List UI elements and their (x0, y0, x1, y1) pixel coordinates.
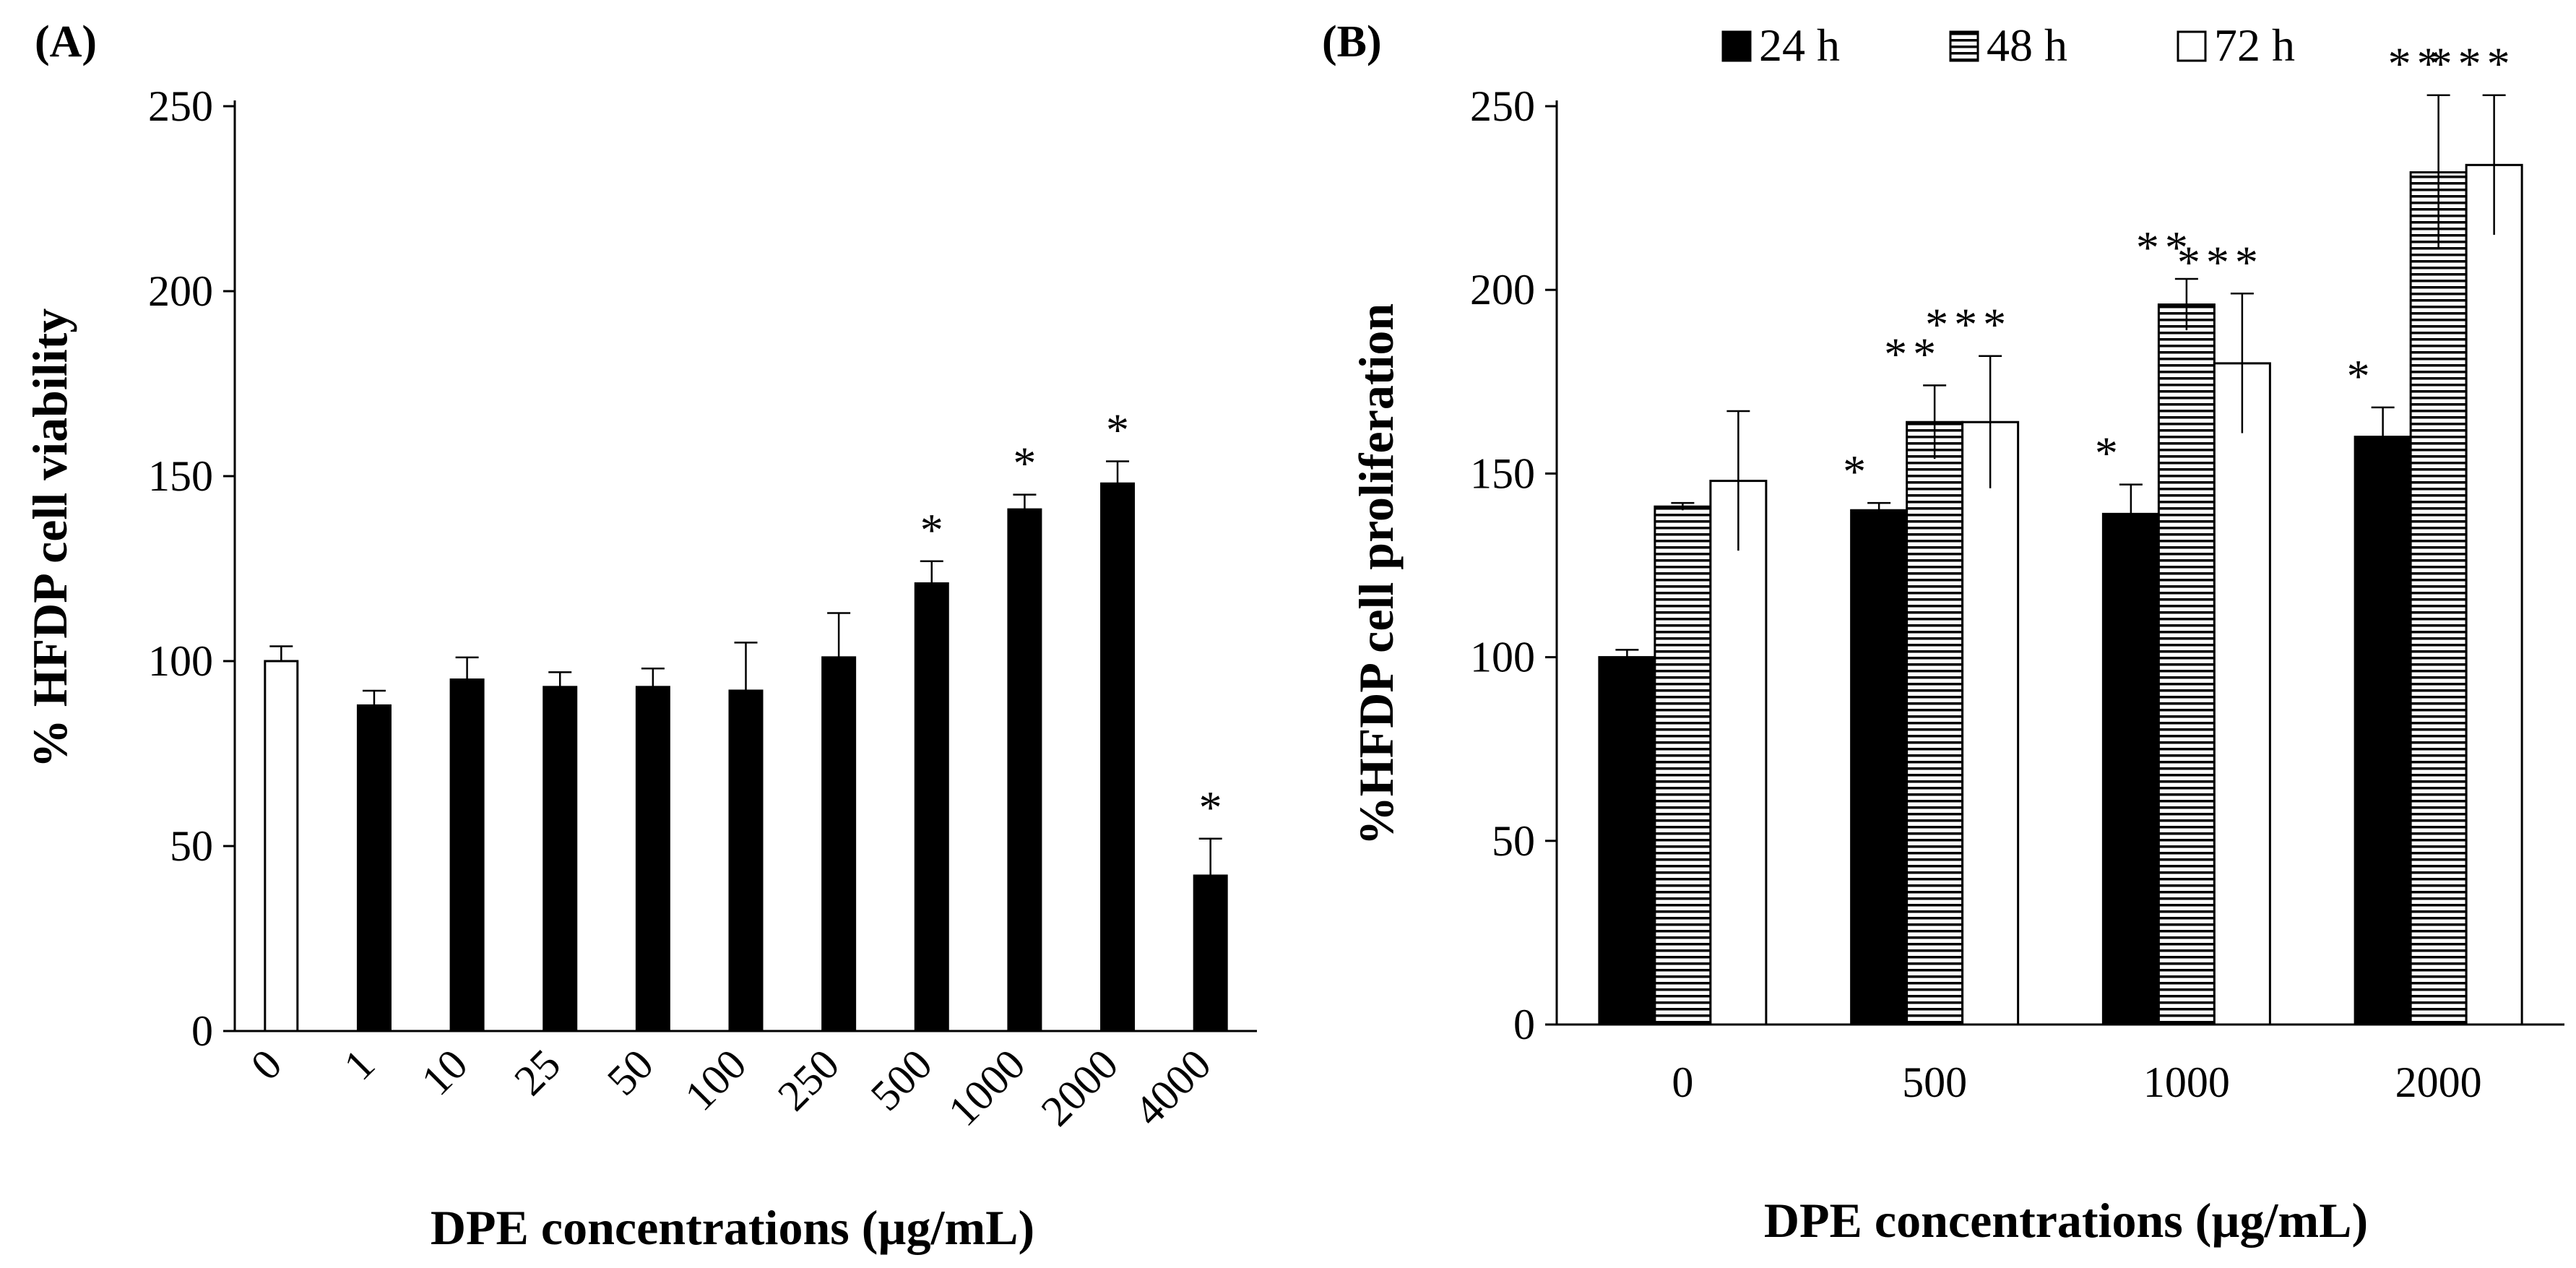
panel-b-legend-label: 72 h (2214, 20, 2295, 71)
panel-a-bar (728, 689, 764, 1032)
panel-b-significance-marker: * (2347, 350, 2376, 402)
panel-b-significance-marker: * (1843, 446, 1872, 497)
panel-b-bar (1961, 420, 2020, 1026)
panel-a-bar (1100, 482, 1136, 1032)
panel-a-bar (264, 660, 299, 1032)
panel-a-x-tick-label: 2000 (1032, 1040, 1128, 1136)
panel-b-legend-swatch (1949, 30, 1979, 62)
panel-b-y-axis-title: %HFDP cell proliferation (1349, 303, 1404, 845)
panel-b-significance-marker: ** (2388, 38, 2446, 90)
panel-b-bar (1850, 509, 1909, 1026)
panel-a-label: (A) (35, 17, 97, 66)
panel-b-x-tick-label: 0 (1672, 1058, 1693, 1106)
panel-b-legend-item: 24 h (1721, 20, 1840, 71)
panel-b-y-ticks: 0 50 100 150 200 250 (1470, 82, 1557, 1048)
panel-b-legend-label: 48 h (1987, 20, 2067, 71)
panel-b-significance-marker: *** (2429, 38, 2516, 90)
panel-a-x-tick-label: 500 (862, 1040, 941, 1120)
panel-b-y-tick-label: 0 (1513, 1001, 1535, 1048)
panel-a-x-axis-title: DPE concentrations (µg/mL) (431, 1200, 1034, 1255)
panel-a-y-tick-label: 50 (170, 822, 213, 870)
panel-a-y-tick-label: 250 (148, 82, 213, 130)
panel-b-bar (2409, 171, 2468, 1026)
panel-a-x-tick-label: 50 (598, 1040, 662, 1105)
panel-b-legend-swatch (1721, 30, 1752, 62)
panel-a-bar (449, 678, 485, 1032)
panel-a-bar (356, 704, 392, 1032)
panel-a-x-tick-label: 4000 (1125, 1040, 1220, 1136)
panel-b-bar (1598, 656, 1656, 1026)
panel-b-legend-label: 24 h (1759, 20, 1840, 71)
panel-a-bar (914, 582, 949, 1032)
panel-a-x-tick-label: 25 (505, 1040, 569, 1105)
panel-b-bar (2101, 512, 2160, 1026)
panel-b-significance-marker: *** (1925, 299, 2012, 350)
panel-a-bars: * * * * (264, 405, 1228, 1032)
panel-a-significance-marker: * (1106, 405, 1129, 456)
panel-a-x-tick-label: 1 (334, 1040, 384, 1090)
panel-a-bar (1007, 508, 1042, 1032)
panel-a-bar (1193, 874, 1228, 1032)
panel-a-x-tick-label: 100 (675, 1040, 755, 1120)
panel-a-y-tick-label: 200 (148, 267, 213, 315)
panel-b-label: (B) (1322, 17, 1382, 66)
panel-b-bar (2354, 436, 2412, 1026)
panel-b-significance-marker: ** (1884, 328, 1942, 379)
panel-a-bar (821, 656, 857, 1032)
panel-b-legend-swatch (2177, 30, 2207, 62)
panel-b-x-axis-title: DPE concentrations (µg/mL) (1764, 1193, 2368, 1248)
panel-b-y-tick-label: 50 (1492, 817, 1535, 865)
panel-b-bar (2465, 163, 2523, 1026)
panel-b-bar (1906, 420, 1964, 1026)
panel-a-y-tick-label: 100 (148, 637, 213, 685)
panel-a-x-tick-label: 0 (242, 1040, 291, 1090)
panel-b-legend: 24 h 48 h 72 h (1721, 20, 2295, 71)
panel-b-x-tick-label: 1000 (2143, 1058, 2230, 1106)
panel-a-significance-marker: * (1199, 782, 1222, 833)
panel-a-bar (635, 686, 670, 1032)
panel-b-bars: ****************** (1598, 38, 2523, 1026)
panel-b-y-tick-label: 200 (1470, 266, 1535, 314)
panel-a-x-tick-label: 1000 (939, 1040, 1034, 1136)
panel-a-significance-marker: * (920, 504, 943, 556)
panel-b-significance-marker: ** (2136, 222, 2194, 273)
panel-a-x-tick-label: 10 (412, 1040, 477, 1105)
panel-b-x-tick-label: 500 (1902, 1058, 1967, 1106)
panel-b-significance-marker: *** (2177, 236, 2264, 288)
panel-b-y-tick-label: 100 (1470, 634, 1535, 681)
panel-a-y-axis-title: % HFDP cell viability (22, 309, 77, 769)
panel-b-legend-item: 48 h (1949, 20, 2067, 71)
panel-b: (B) %HFDP cell proliferation DPE concent… (1322, 17, 2564, 1248)
panel-a-y-tick-label: 150 (148, 452, 213, 500)
panel-b-y-tick-label: 150 (1470, 449, 1535, 497)
panel-b-bar (1709, 480, 1768, 1026)
panel-b-x-tick-label: 2000 (2395, 1058, 2482, 1106)
panel-a-x-tick-label: 250 (769, 1040, 848, 1120)
panel-a-significance-marker: * (1013, 438, 1036, 489)
panel-b-bar (2213, 362, 2271, 1026)
panel-b-bar (2157, 303, 2216, 1026)
panel-b-x-tick-labels: 0 500 1000 2000 (1672, 1058, 2481, 1106)
panel-a-bar (543, 686, 578, 1032)
panel-b-significance-marker: * (2095, 428, 2124, 479)
panel-b-legend-item: 72 h (2177, 20, 2295, 71)
panel-b-y-tick-label: 250 (1470, 82, 1535, 130)
panel-b-bar (1654, 505, 1712, 1026)
panel-a-y-tick-label: 0 (191, 1007, 213, 1055)
panel-a-y-ticks: 0 50 100 150 200 250 (148, 82, 235, 1055)
panel-a: (A) % HFDP cell viability DPE concentrat… (22, 17, 1257, 1255)
